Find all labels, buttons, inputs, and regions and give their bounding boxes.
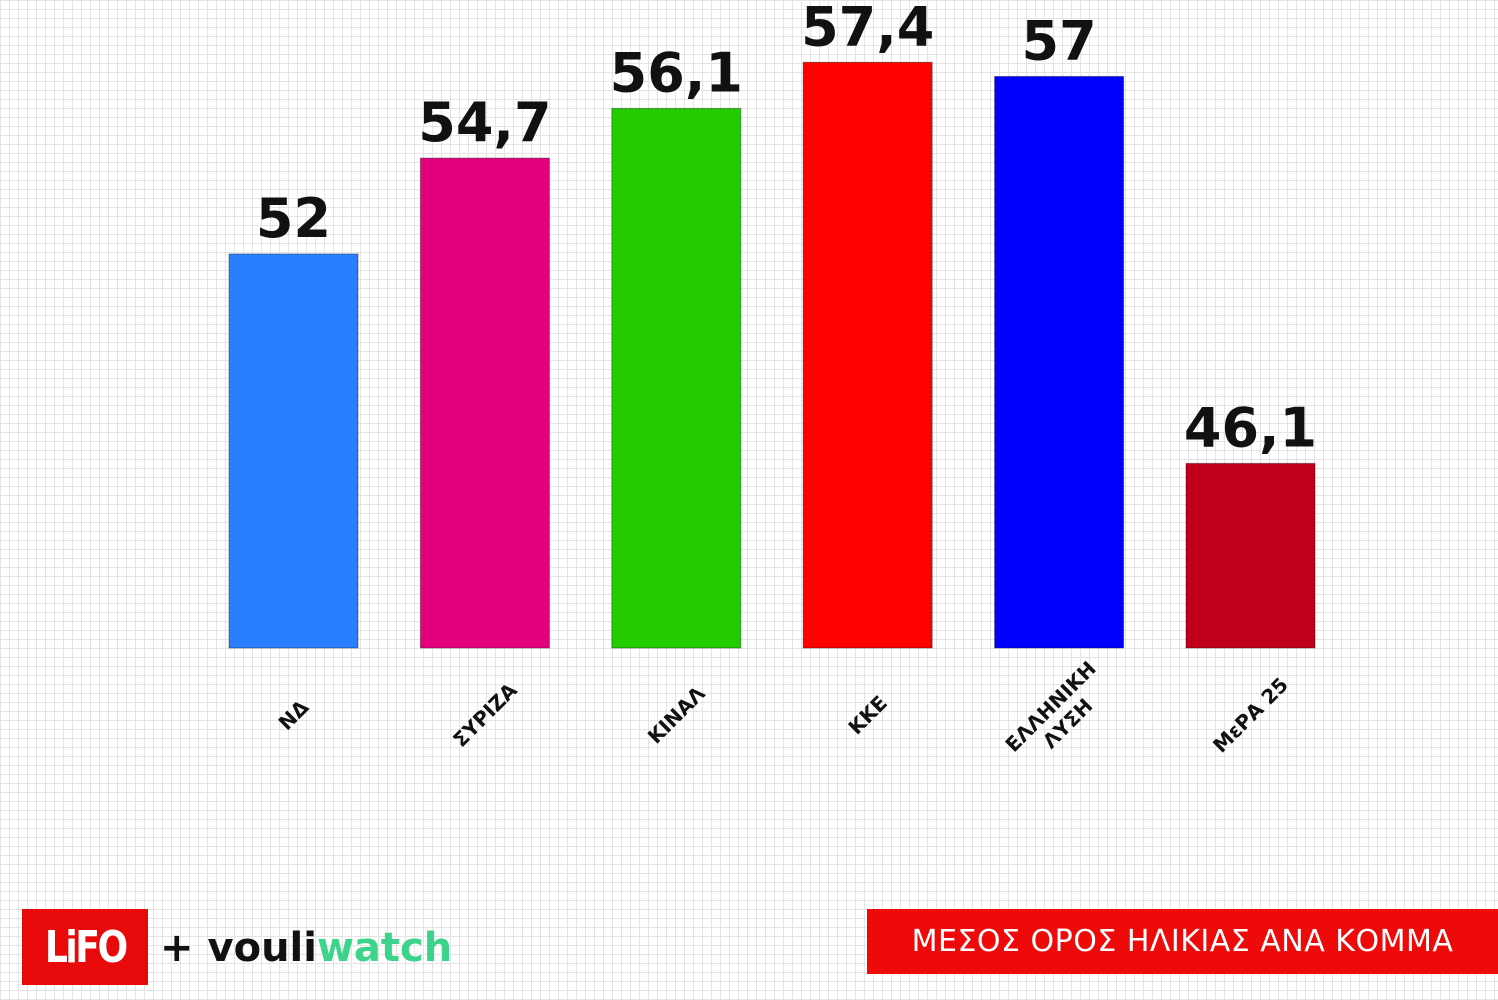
category-label-line: ΣΥΡΙΖΑ xyxy=(448,678,522,752)
bar-4 xyxy=(802,61,933,649)
bar-2 xyxy=(419,157,550,649)
bar-1 xyxy=(228,253,359,649)
value-label-4: 57,4 xyxy=(801,0,934,58)
category-label-6: ΜεΡΑ 25 xyxy=(1208,673,1293,758)
category-label-4: ΚΚΕ xyxy=(843,691,892,740)
lifo-logo-text: LiFO xyxy=(44,921,128,973)
value-label-5: 57 xyxy=(1022,9,1097,72)
bar-3 xyxy=(611,107,742,649)
value-label-2: 54,7 xyxy=(418,91,551,154)
lifo-logo: LiFO xyxy=(22,909,148,985)
category-label-line: ΚΚΕ xyxy=(843,691,892,740)
category-label-1: ΝΔ xyxy=(274,695,314,735)
category-label-2: ΣΥΡΙΖΑ xyxy=(448,678,522,752)
vouliwatch-part-vouli: vouli xyxy=(207,925,317,971)
bar-chart: 52 ΝΔ 54,7 ΣΥΡΙΖΑ 56,1 ΚΙΝΑΛ 57,4 ΚΚΕ 57 ΕΛΛΗΝΙΚΗ… xyxy=(228,0,1317,773)
value-label-3: 56,1 xyxy=(610,41,743,104)
value-label-6: 46,1 xyxy=(1184,396,1317,459)
vouliwatch-part-watch: watch xyxy=(316,925,453,971)
vouliwatch-logo: + vouli watch xyxy=(160,918,452,978)
bar-5 xyxy=(994,75,1125,649)
value-label-1: 52 xyxy=(256,187,331,250)
chart-title-box: ΜΕΣΟΣ ΟΡΟΣ ΗΛΙΚΙΑΣ ΑΝΑ ΚΟΜΜΑ xyxy=(867,909,1498,974)
plus-sign: + xyxy=(160,925,194,971)
bar-6 xyxy=(1185,462,1316,649)
chart-title: ΜΕΣΟΣ ΟΡΟΣ ΗΛΙΚΙΑΣ ΑΝΑ ΚΟΜΜΑ xyxy=(911,924,1454,959)
category-label-3: ΚΙΝΑΛ xyxy=(643,681,710,748)
category-label-5: ΕΛΛΗΝΙΚΗΛΥΣΗ xyxy=(1000,656,1117,773)
category-label-line: ΚΙΝΑΛ xyxy=(643,681,710,748)
category-label-line: ΝΔ xyxy=(274,695,314,735)
category-label-line: ΜεΡΑ 25 xyxy=(1208,673,1293,758)
